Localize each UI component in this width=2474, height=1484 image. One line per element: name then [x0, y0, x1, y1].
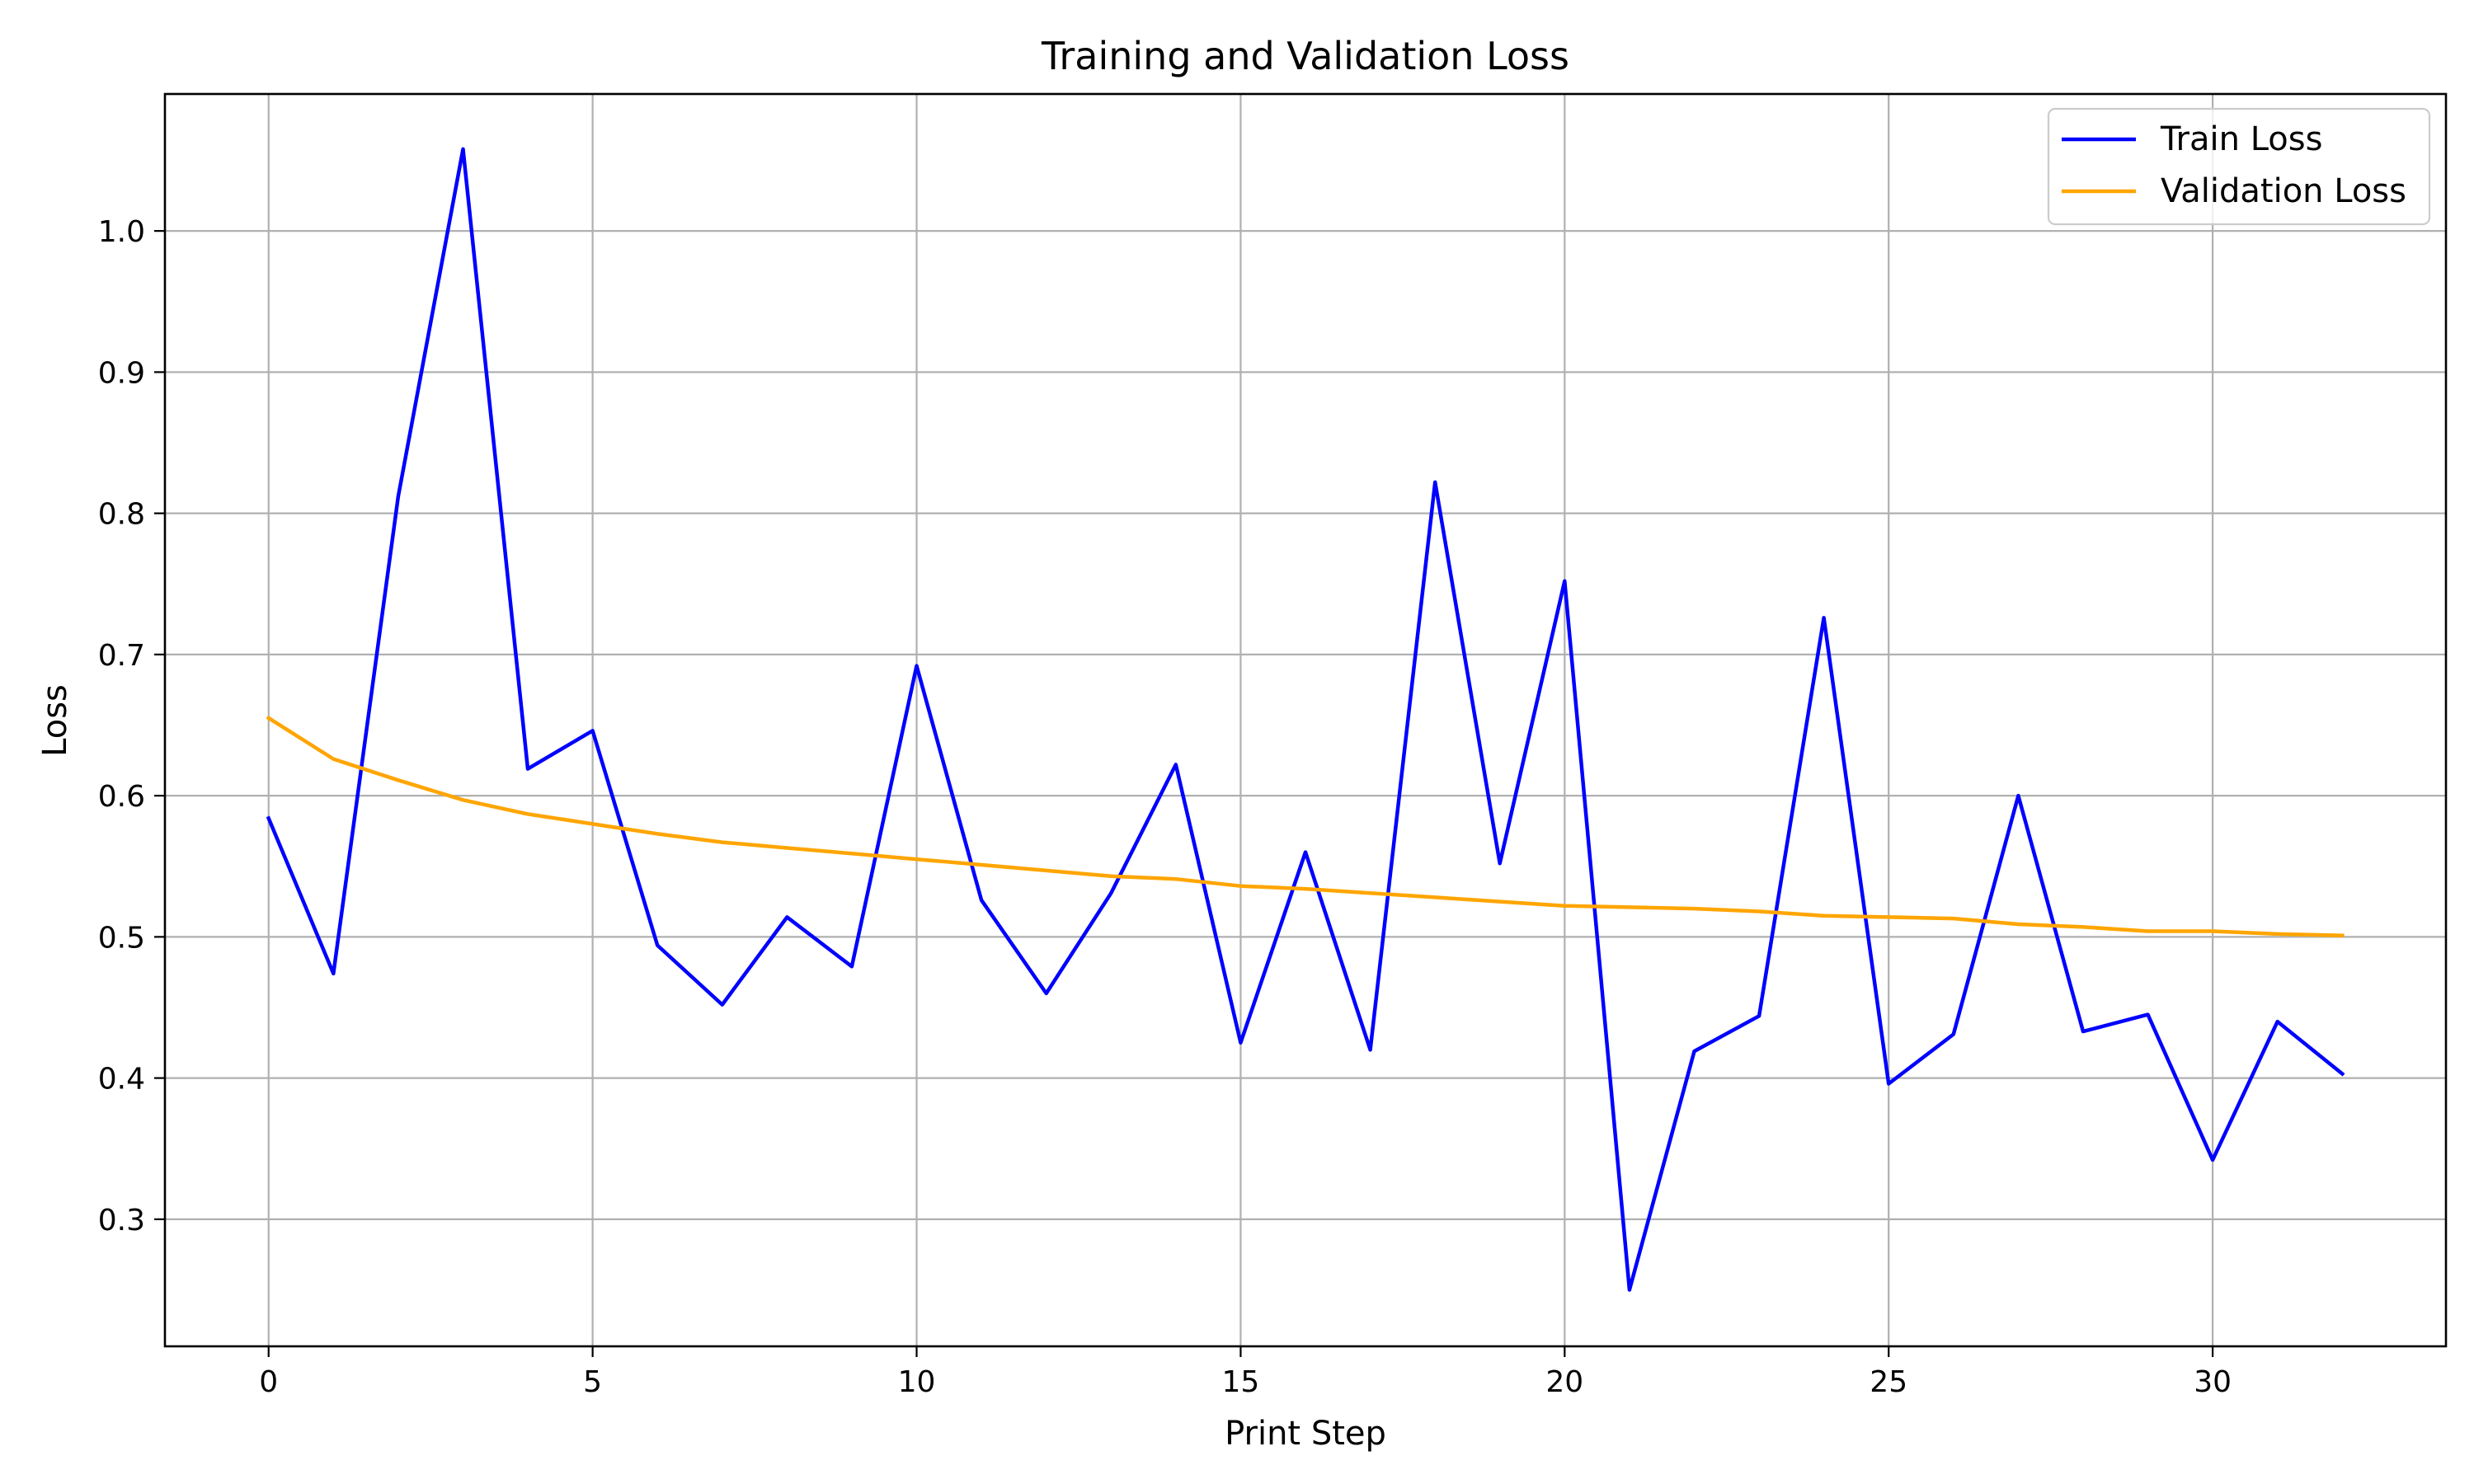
legend: Train Loss Validation Loss: [2047, 107, 2431, 226]
x-tick-label: 25: [1870, 1365, 1907, 1399]
legend-box: [2047, 107, 2431, 226]
plot-frame: [163, 92, 2448, 1348]
y-tick-label: 0.9: [98, 356, 145, 390]
y-tick-label: 0.8: [98, 498, 145, 532]
axis-ticks: 0 5 10 15 20 25 30 0.3 0.4 0.5 0.6 0.7 0.8 0.9 1.0: [98, 215, 2232, 1399]
legend-label-validation: Validation Loss: [2161, 172, 2406, 210]
y-tick-label: 0.7: [98, 639, 145, 673]
validation-loss-line: [266, 715, 2345, 938]
chart-title: Training and Validation Loss: [1041, 34, 1569, 78]
y-axis-label: Loss: [36, 684, 74, 757]
grid: [165, 94, 2446, 1346]
legend-label-train: Train Loss: [2160, 120, 2322, 158]
x-tick-label: 5: [583, 1365, 602, 1399]
x-axis-label: Print Step: [1225, 1415, 1386, 1453]
y-tick-label: 0.4: [98, 1063, 145, 1097]
x-tick-label: 20: [1545, 1365, 1583, 1399]
x-tick-label: 0: [259, 1365, 278, 1399]
x-tick-label: 10: [898, 1365, 936, 1399]
y-tick-label: 0.3: [98, 1204, 145, 1237]
x-tick-label: 15: [1222, 1365, 1260, 1399]
y-tick-label: 1.0: [98, 215, 145, 249]
train-loss-line: [266, 147, 2345, 1292]
x-tick-label: 30: [2194, 1365, 2232, 1399]
series-lines: [266, 147, 2345, 1292]
y-tick-label: 0.5: [98, 921, 145, 955]
y-tick-label: 0.6: [98, 780, 145, 814]
